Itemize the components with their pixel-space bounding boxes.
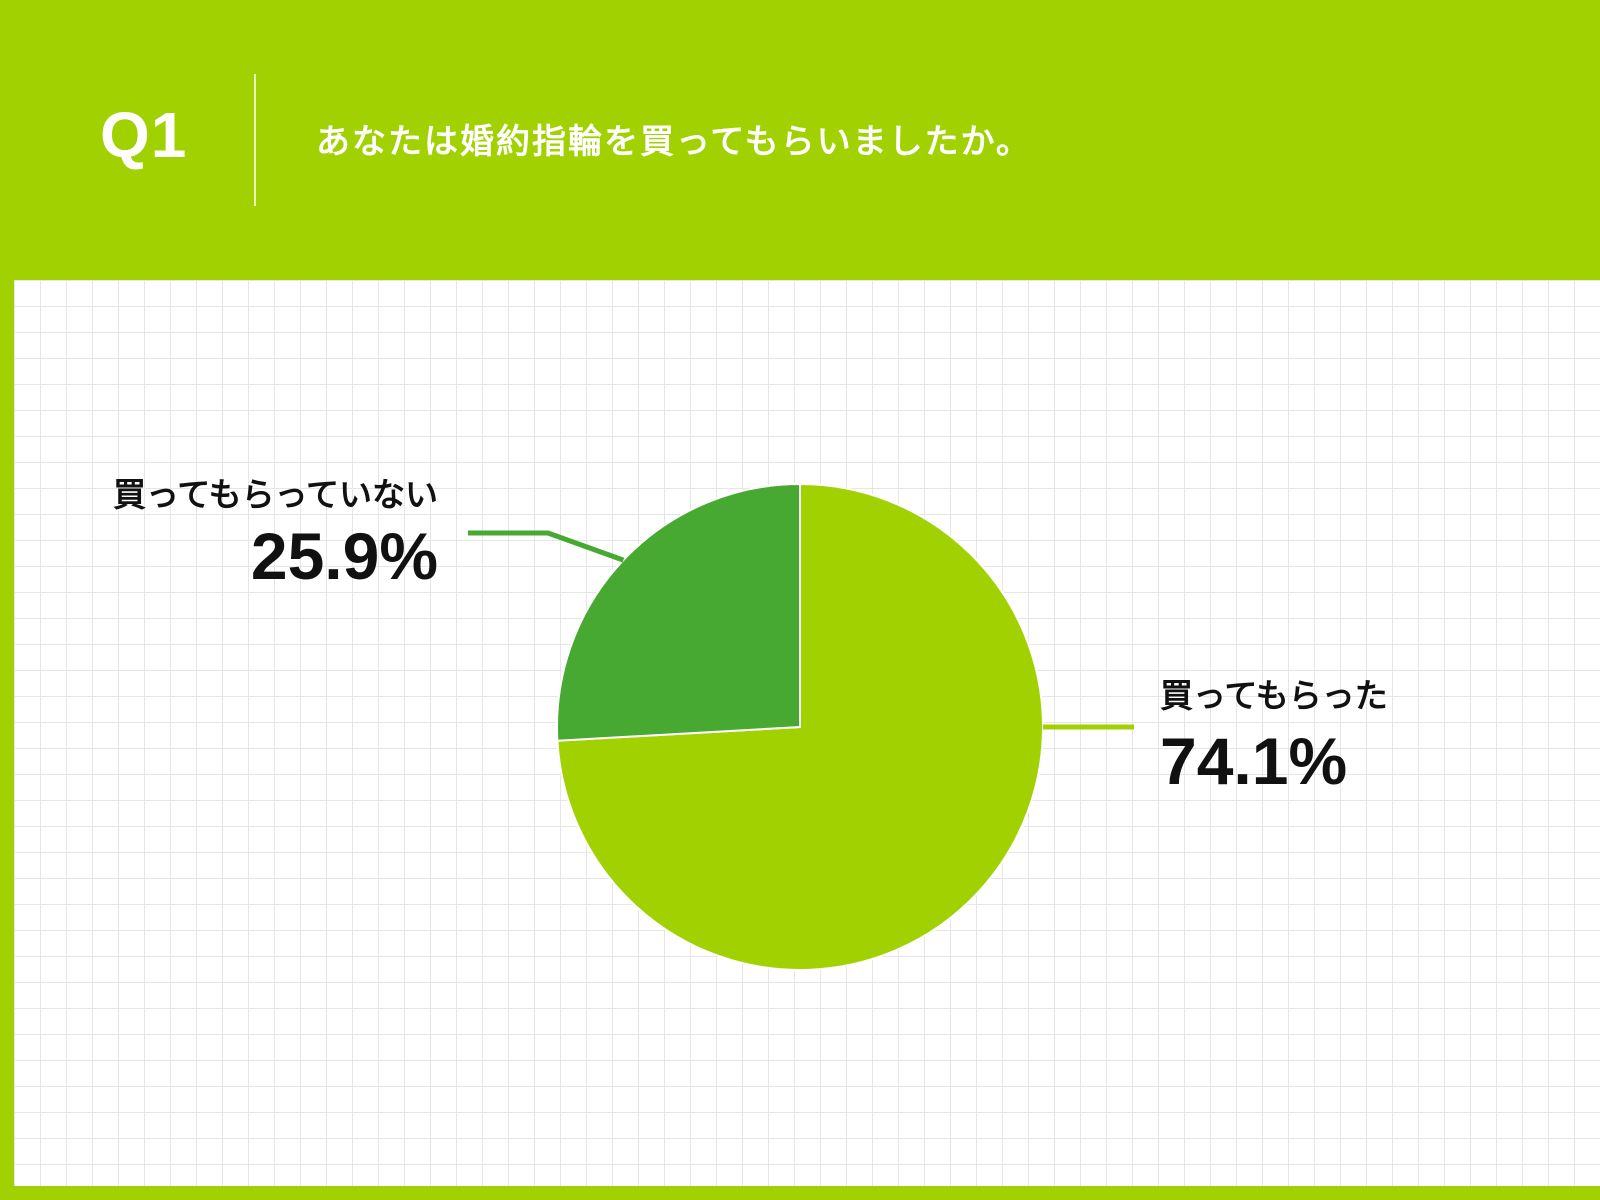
slice-value-not-received: 25.9% bbox=[251, 519, 438, 593]
chart-panel bbox=[14, 280, 1600, 1186]
slice-not-received bbox=[556, 482, 801, 742]
question-text: あなたは婚約指輪を買ってもらいましたか。 bbox=[316, 122, 1032, 162]
slice-label-received: 買ってもらった bbox=[1160, 676, 1388, 715]
slice-labels: 買ってもらった 74.1% 買ってもらっていない 25.9% bbox=[113, 475, 1388, 798]
header-divider bbox=[254, 74, 256, 206]
leader-lines bbox=[468, 530, 1134, 730]
slice-value-received: 74.1% bbox=[1160, 724, 1347, 798]
slice-not-received-leader-line bbox=[468, 530, 625, 563]
slice-label-not-received: 買ってもらっていない bbox=[113, 475, 438, 514]
question-number: Q1 bbox=[100, 99, 188, 171]
question-header: Q1 あなたは婚約指輪を買ってもらいましたか。 bbox=[0, 0, 1600, 280]
pie-slices bbox=[556, 482, 1044, 971]
